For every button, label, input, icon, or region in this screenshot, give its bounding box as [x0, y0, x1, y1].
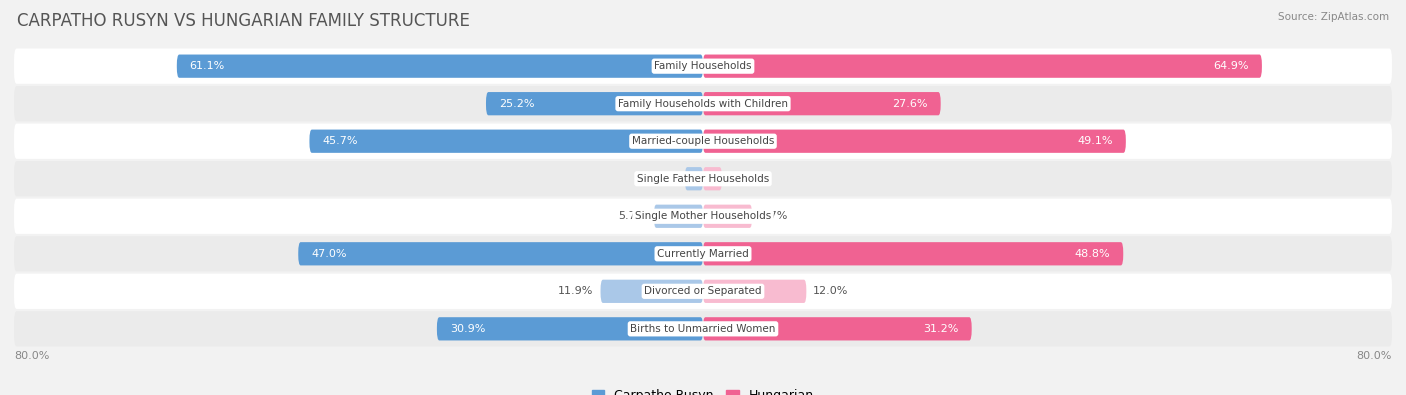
FancyBboxPatch shape	[14, 236, 1392, 271]
FancyBboxPatch shape	[703, 205, 752, 228]
FancyBboxPatch shape	[298, 242, 703, 265]
Text: Currently Married: Currently Married	[657, 249, 749, 259]
FancyBboxPatch shape	[703, 317, 972, 340]
FancyBboxPatch shape	[309, 130, 703, 153]
Text: 64.9%: 64.9%	[1213, 61, 1249, 71]
Text: CARPATHO RUSYN VS HUNGARIAN FAMILY STRUCTURE: CARPATHO RUSYN VS HUNGARIAN FAMILY STRUC…	[17, 12, 470, 30]
FancyBboxPatch shape	[685, 167, 703, 190]
Text: Source: ZipAtlas.com: Source: ZipAtlas.com	[1278, 12, 1389, 22]
Text: 30.9%: 30.9%	[450, 324, 485, 334]
FancyBboxPatch shape	[177, 55, 703, 78]
FancyBboxPatch shape	[703, 130, 1126, 153]
Text: 5.7%: 5.7%	[619, 211, 647, 221]
FancyBboxPatch shape	[703, 242, 1123, 265]
FancyBboxPatch shape	[486, 92, 703, 115]
Text: 48.8%: 48.8%	[1074, 249, 1111, 259]
FancyBboxPatch shape	[654, 205, 703, 228]
Text: 31.2%: 31.2%	[924, 324, 959, 334]
Text: 2.1%: 2.1%	[650, 174, 678, 184]
Text: 80.0%: 80.0%	[1357, 351, 1392, 361]
Text: 11.9%: 11.9%	[558, 286, 593, 296]
Text: Family Households with Children: Family Households with Children	[619, 99, 787, 109]
FancyBboxPatch shape	[437, 317, 703, 340]
Text: 2.2%: 2.2%	[728, 174, 758, 184]
FancyBboxPatch shape	[703, 92, 941, 115]
Text: Births to Unmarried Women: Births to Unmarried Women	[630, 324, 776, 334]
FancyBboxPatch shape	[14, 274, 1392, 309]
Text: Divorced or Separated: Divorced or Separated	[644, 286, 762, 296]
FancyBboxPatch shape	[14, 161, 1392, 196]
Text: Married-couple Households: Married-couple Households	[631, 136, 775, 146]
FancyBboxPatch shape	[14, 124, 1392, 159]
FancyBboxPatch shape	[703, 280, 807, 303]
Text: 61.1%: 61.1%	[190, 61, 225, 71]
Text: 49.1%: 49.1%	[1077, 136, 1114, 146]
FancyBboxPatch shape	[14, 311, 1392, 346]
Text: 80.0%: 80.0%	[14, 351, 49, 361]
FancyBboxPatch shape	[703, 55, 1263, 78]
Text: 45.7%: 45.7%	[322, 136, 359, 146]
Text: Single Father Households: Single Father Households	[637, 174, 769, 184]
Text: 5.7%: 5.7%	[759, 211, 787, 221]
FancyBboxPatch shape	[703, 167, 721, 190]
Text: 47.0%: 47.0%	[311, 249, 347, 259]
FancyBboxPatch shape	[14, 49, 1392, 84]
Legend: Carpatho Rusyn, Hungarian: Carpatho Rusyn, Hungarian	[586, 384, 820, 395]
Text: Family Households: Family Households	[654, 61, 752, 71]
FancyBboxPatch shape	[600, 280, 703, 303]
FancyBboxPatch shape	[14, 199, 1392, 234]
Text: 27.6%: 27.6%	[893, 99, 928, 109]
Text: Single Mother Households: Single Mother Households	[636, 211, 770, 221]
Text: 12.0%: 12.0%	[813, 286, 849, 296]
FancyBboxPatch shape	[14, 86, 1392, 121]
Text: 25.2%: 25.2%	[499, 99, 534, 109]
